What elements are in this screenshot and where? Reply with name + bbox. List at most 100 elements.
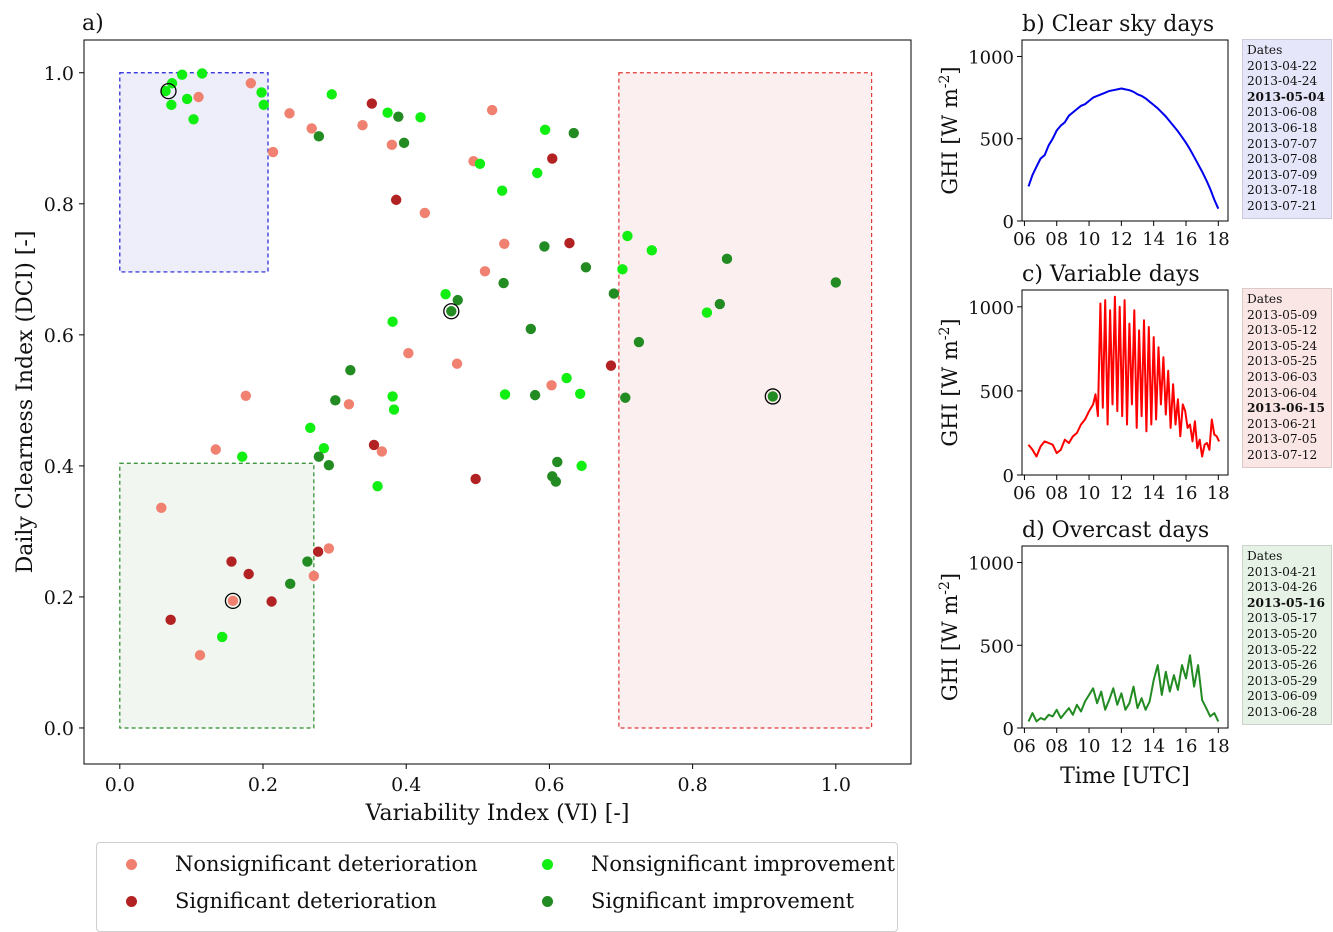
date-list-header: Dates [1247,549,1283,563]
scatter-point [226,556,237,567]
date-list-item: 2013-04-24 [1247,74,1318,89]
panel-title-text: Variable days [1049,262,1200,287]
date-list-item: 2013-05-17 [1247,611,1318,626]
line-plot-frame [1021,545,1229,729]
scatter-point [419,207,431,219]
ghi-line [1027,295,1221,458]
scatter-point [160,85,171,97]
scatter-point [166,99,177,111]
y-tick-label: 1000 [968,554,1014,575]
date-list-item: 2013-05-29 [1247,673,1318,688]
ghi-line [1027,654,1220,723]
x-tick-label: 06 [1013,483,1036,504]
panel-label: c) [1022,262,1050,287]
scatter-point [646,245,658,256]
scatter-point [633,336,645,348]
date-list-item: 2013-05-24 [1247,338,1318,353]
y-axis-label-text: GHI [W m [938,595,962,702]
scatter-point [368,439,380,451]
panel-label: b) [1022,12,1052,37]
y-tick-label: 0.6 [44,325,74,347]
date-list-item: 2013-06-08 [1247,105,1318,120]
scatter-point [605,360,617,371]
scatter-point [452,294,463,306]
scatter-point [382,107,393,118]
scatter-point [575,388,586,400]
scatter-point [474,158,486,170]
date-list-item: 2013-07-12 [1247,447,1318,462]
scatter-point [546,380,557,391]
x-tick-label: 18 [1207,483,1230,504]
scatter-point [194,650,206,661]
scatter-point [285,578,296,590]
y-axis-label-exponent: -2 [937,581,953,595]
scatter-point [539,241,550,252]
scatter-point [284,108,295,119]
scatter-point [366,98,378,109]
scatter-point [245,78,257,89]
y-tick-label: 500 [980,130,1014,151]
scatter-point [267,146,279,158]
scatter-point [721,253,733,265]
date-list-item: 2013-06-15 [1247,401,1325,416]
overcast-region [119,462,315,729]
date-list-item: 2013-06-21 [1247,416,1318,431]
legend-label: Significant deterioration [175,889,437,913]
scatter-point [227,595,239,607]
scatter-point [564,237,575,249]
scatter-point [323,543,335,554]
scatter-point [568,127,579,139]
date-list-header: Dates [1247,292,1283,306]
y-axis-label-text: ] [938,318,962,326]
scatter-point [256,87,267,98]
scatter-point [343,399,355,410]
clear-days-date-list: Dates 2013-04-22 2013-04-24 2013-05-04 2013-… [1242,39,1332,219]
panel-title-text: Overcast days [1052,518,1209,543]
x-tick-label: 18 [1207,736,1230,757]
legend-label: Nonsignificant deterioration [175,852,478,876]
x-tick-label: 06 [1013,736,1036,757]
x-tick-label: 0.4 [391,774,421,796]
x-tick-label: 12 [1110,736,1133,757]
y-tick-label: 0 [1003,212,1014,233]
scatter-point [608,288,620,299]
x-tick-label: 12 [1110,483,1133,504]
x-tick-label: 0.6 [534,774,564,796]
y-axis-label: Daily Clearness Index (DCI) [-] [13,231,38,574]
scatter-point [216,631,228,643]
line-plot-frame [1021,39,1229,222]
date-list-item: 2013-07-07 [1247,136,1318,151]
scatter-point [415,112,426,123]
date-list-header: Dates [1247,43,1283,57]
x-tick-label: 08 [1045,736,1068,757]
scatter-point [181,93,193,105]
scatter-point [308,570,320,582]
scatter-point [237,451,248,462]
scatter-point [714,298,726,310]
x-tick-label: 14 [1142,229,1165,250]
x-tick-label: 0.0 [105,774,135,796]
scatter-point [386,139,398,151]
scatter-point [550,476,562,487]
scatter-point [470,473,481,485]
variable-days-date-list: Dates 2013-05-09 2013-05-12 2013-05-24 2013-… [1242,288,1332,468]
panel-title: d) Overcast days [1022,518,1209,543]
y-axis-label-text: ] [938,573,962,581]
y-tick-label: 0 [1003,719,1014,740]
scatter-point [376,446,388,457]
scatter-point [210,444,221,455]
scatter-point [767,391,779,402]
date-list-item: 2013-07-09 [1247,167,1318,182]
scatter-plot-frame [83,39,912,765]
scatter-point [165,614,176,626]
x-tick-label: 10 [1078,736,1101,757]
scatter-point [620,392,631,403]
scatter-point [330,395,341,406]
scatter-point [446,306,457,317]
x-tick-label: 06 [1013,229,1036,250]
scatter-point [188,114,199,125]
x-tick-label: 16 [1175,229,1198,250]
scatter-point [196,68,208,79]
scatter-point [532,167,543,179]
scatter-legend: Nonsignificant deterioration Significant… [96,842,898,932]
